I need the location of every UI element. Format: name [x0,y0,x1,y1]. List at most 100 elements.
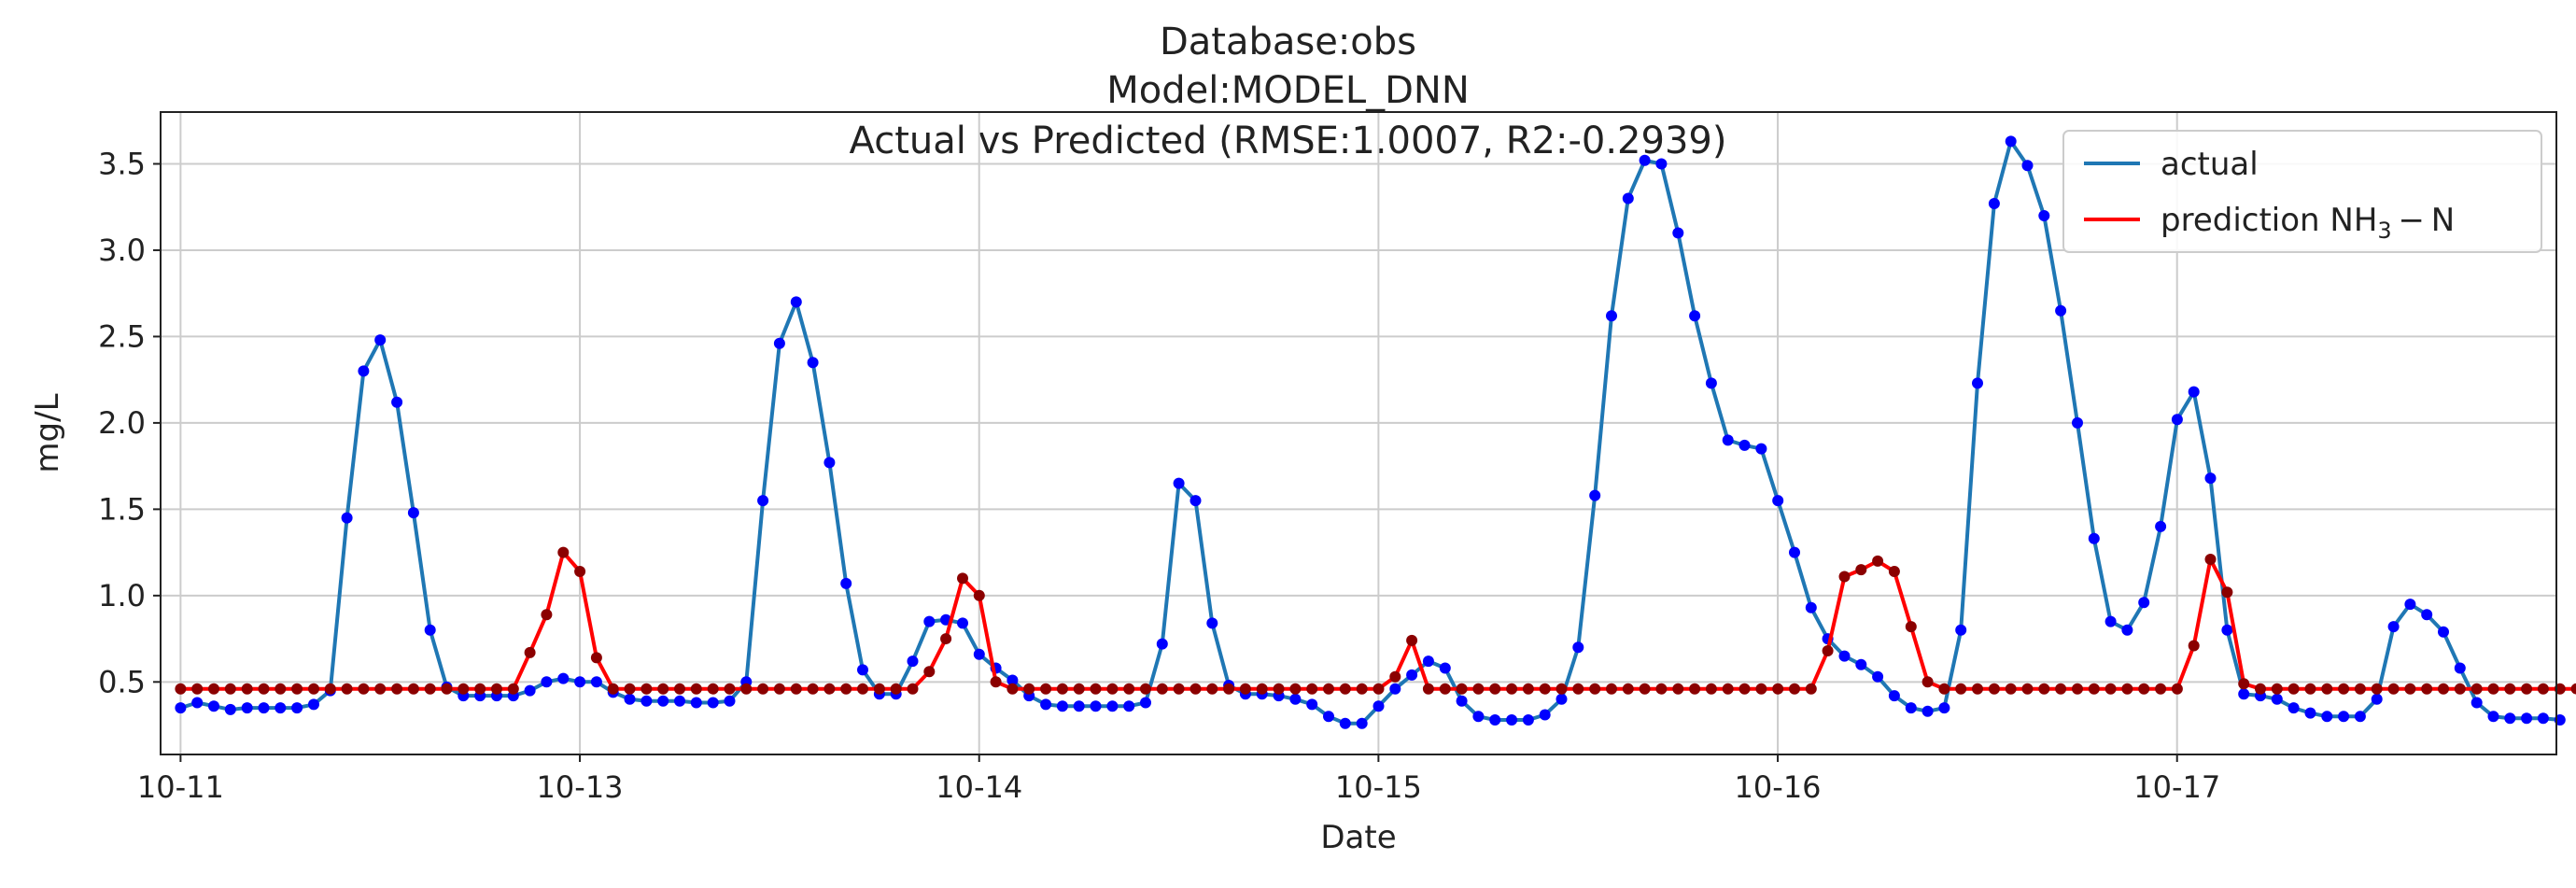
actual-point [1506,714,1518,726]
prediction-point [1772,683,1784,695]
actual-point [358,365,370,377]
y-tick-label: 2.5 [98,318,146,354]
x-tick-label: 10-17 [2133,769,2220,805]
x-axis-title: Date [1320,819,1396,856]
prediction-point [1439,683,1451,695]
actual-point [308,698,319,711]
actual-point [1755,443,1767,455]
prediction-point [2338,683,2350,695]
prediction-point [1738,683,1751,695]
prediction-point [1689,683,1701,695]
plot-frame [160,111,2557,755]
prediction-point [2072,683,2083,695]
actual-point [574,676,586,688]
prediction-point [2204,554,2217,565]
prediction-point [1755,683,1767,695]
actual-point [1439,662,1451,674]
actual-point [1572,641,1584,654]
prediction-point [457,683,470,695]
x-tick-label: 10-14 [936,769,1022,805]
actual-point [1339,717,1351,729]
prediction-point [823,683,836,695]
prediction-point [1722,683,1734,695]
actual-point [674,695,685,707]
prediction-point [1955,683,1967,695]
prediction-point [1090,683,1102,695]
actual-point [1622,192,1634,204]
prediction-point [1872,555,1884,567]
actual-point [274,702,287,714]
y-tick-label: 3.0 [98,233,146,268]
actual-point [2121,624,2133,636]
prediction-point [740,683,753,695]
prediction-point [1140,683,1151,695]
actual-point [2354,711,2366,723]
prediction-point [1506,683,1518,695]
prediction-point [923,666,936,678]
actual-point [1855,658,1867,670]
prediction-point [873,683,885,695]
prediction-point [907,683,919,695]
actual-point [1938,702,1950,714]
prediction-point [2470,683,2483,695]
actual-point [2038,210,2050,221]
actual-point [1655,158,1668,170]
prediction-point [724,683,736,695]
prediction-point [557,546,570,558]
prediction-point [1289,683,1302,695]
actual-point [1323,711,1334,723]
actual-point [1489,714,1501,726]
legend-box [2062,130,2542,253]
prediction-point [374,683,387,695]
actual-point [1921,705,1934,717]
y-tick-label: 2.0 [98,405,146,441]
actual-point [2421,609,2433,621]
prediction-point [391,683,403,695]
actual-point [2138,597,2150,609]
actual-point [957,617,968,629]
prediction-point [1938,683,1950,695]
prediction-point [1606,683,1617,695]
prediction-point [291,683,303,695]
actual-point [2287,702,2300,714]
prediction-point [1123,683,1135,695]
prediction-point [690,683,702,695]
prediction-point [1822,645,1834,656]
prediction-point [1206,683,1218,695]
actual-point [1356,717,1368,729]
legend-label-prediction: prediction NH3 − N [2161,202,2455,244]
legend-label-actual: actual [2161,146,2259,183]
prediction-point [2438,683,2449,695]
actual-point [1789,546,1800,558]
prediction-point [1223,683,1235,695]
actual-point [2021,160,2034,172]
prediction-point [857,683,868,695]
actual-point [1389,683,1401,695]
prediction-point [1622,683,1634,695]
prediction-point [1406,634,1418,646]
prediction-point [707,683,719,695]
legend: actual prediction NH3 − N [2062,130,2542,253]
chart-title-line-1: Database:obs [1159,21,1417,63]
actual-point [1606,310,1617,322]
prediction-point [1838,571,1851,583]
prediction-point [773,683,785,695]
actual-point [773,337,785,349]
prediction-point [2238,678,2250,690]
actual-point [2371,693,2383,705]
actual-point [1705,377,1717,389]
actual-point [1422,655,1434,668]
prediction-point [2404,683,2416,695]
actual-point [1123,700,1135,712]
actual-point [2304,707,2316,719]
prediction-point [1256,683,1268,695]
actual-point [1140,697,1151,709]
actual-point [1372,700,1385,712]
prediction-line [180,550,2576,691]
actual-point [2155,520,2167,532]
prediction-point [2504,683,2516,695]
actual-point [524,684,536,697]
prediction-point [2387,683,2400,695]
prediction-point [208,683,219,695]
prediction-point [890,683,902,695]
